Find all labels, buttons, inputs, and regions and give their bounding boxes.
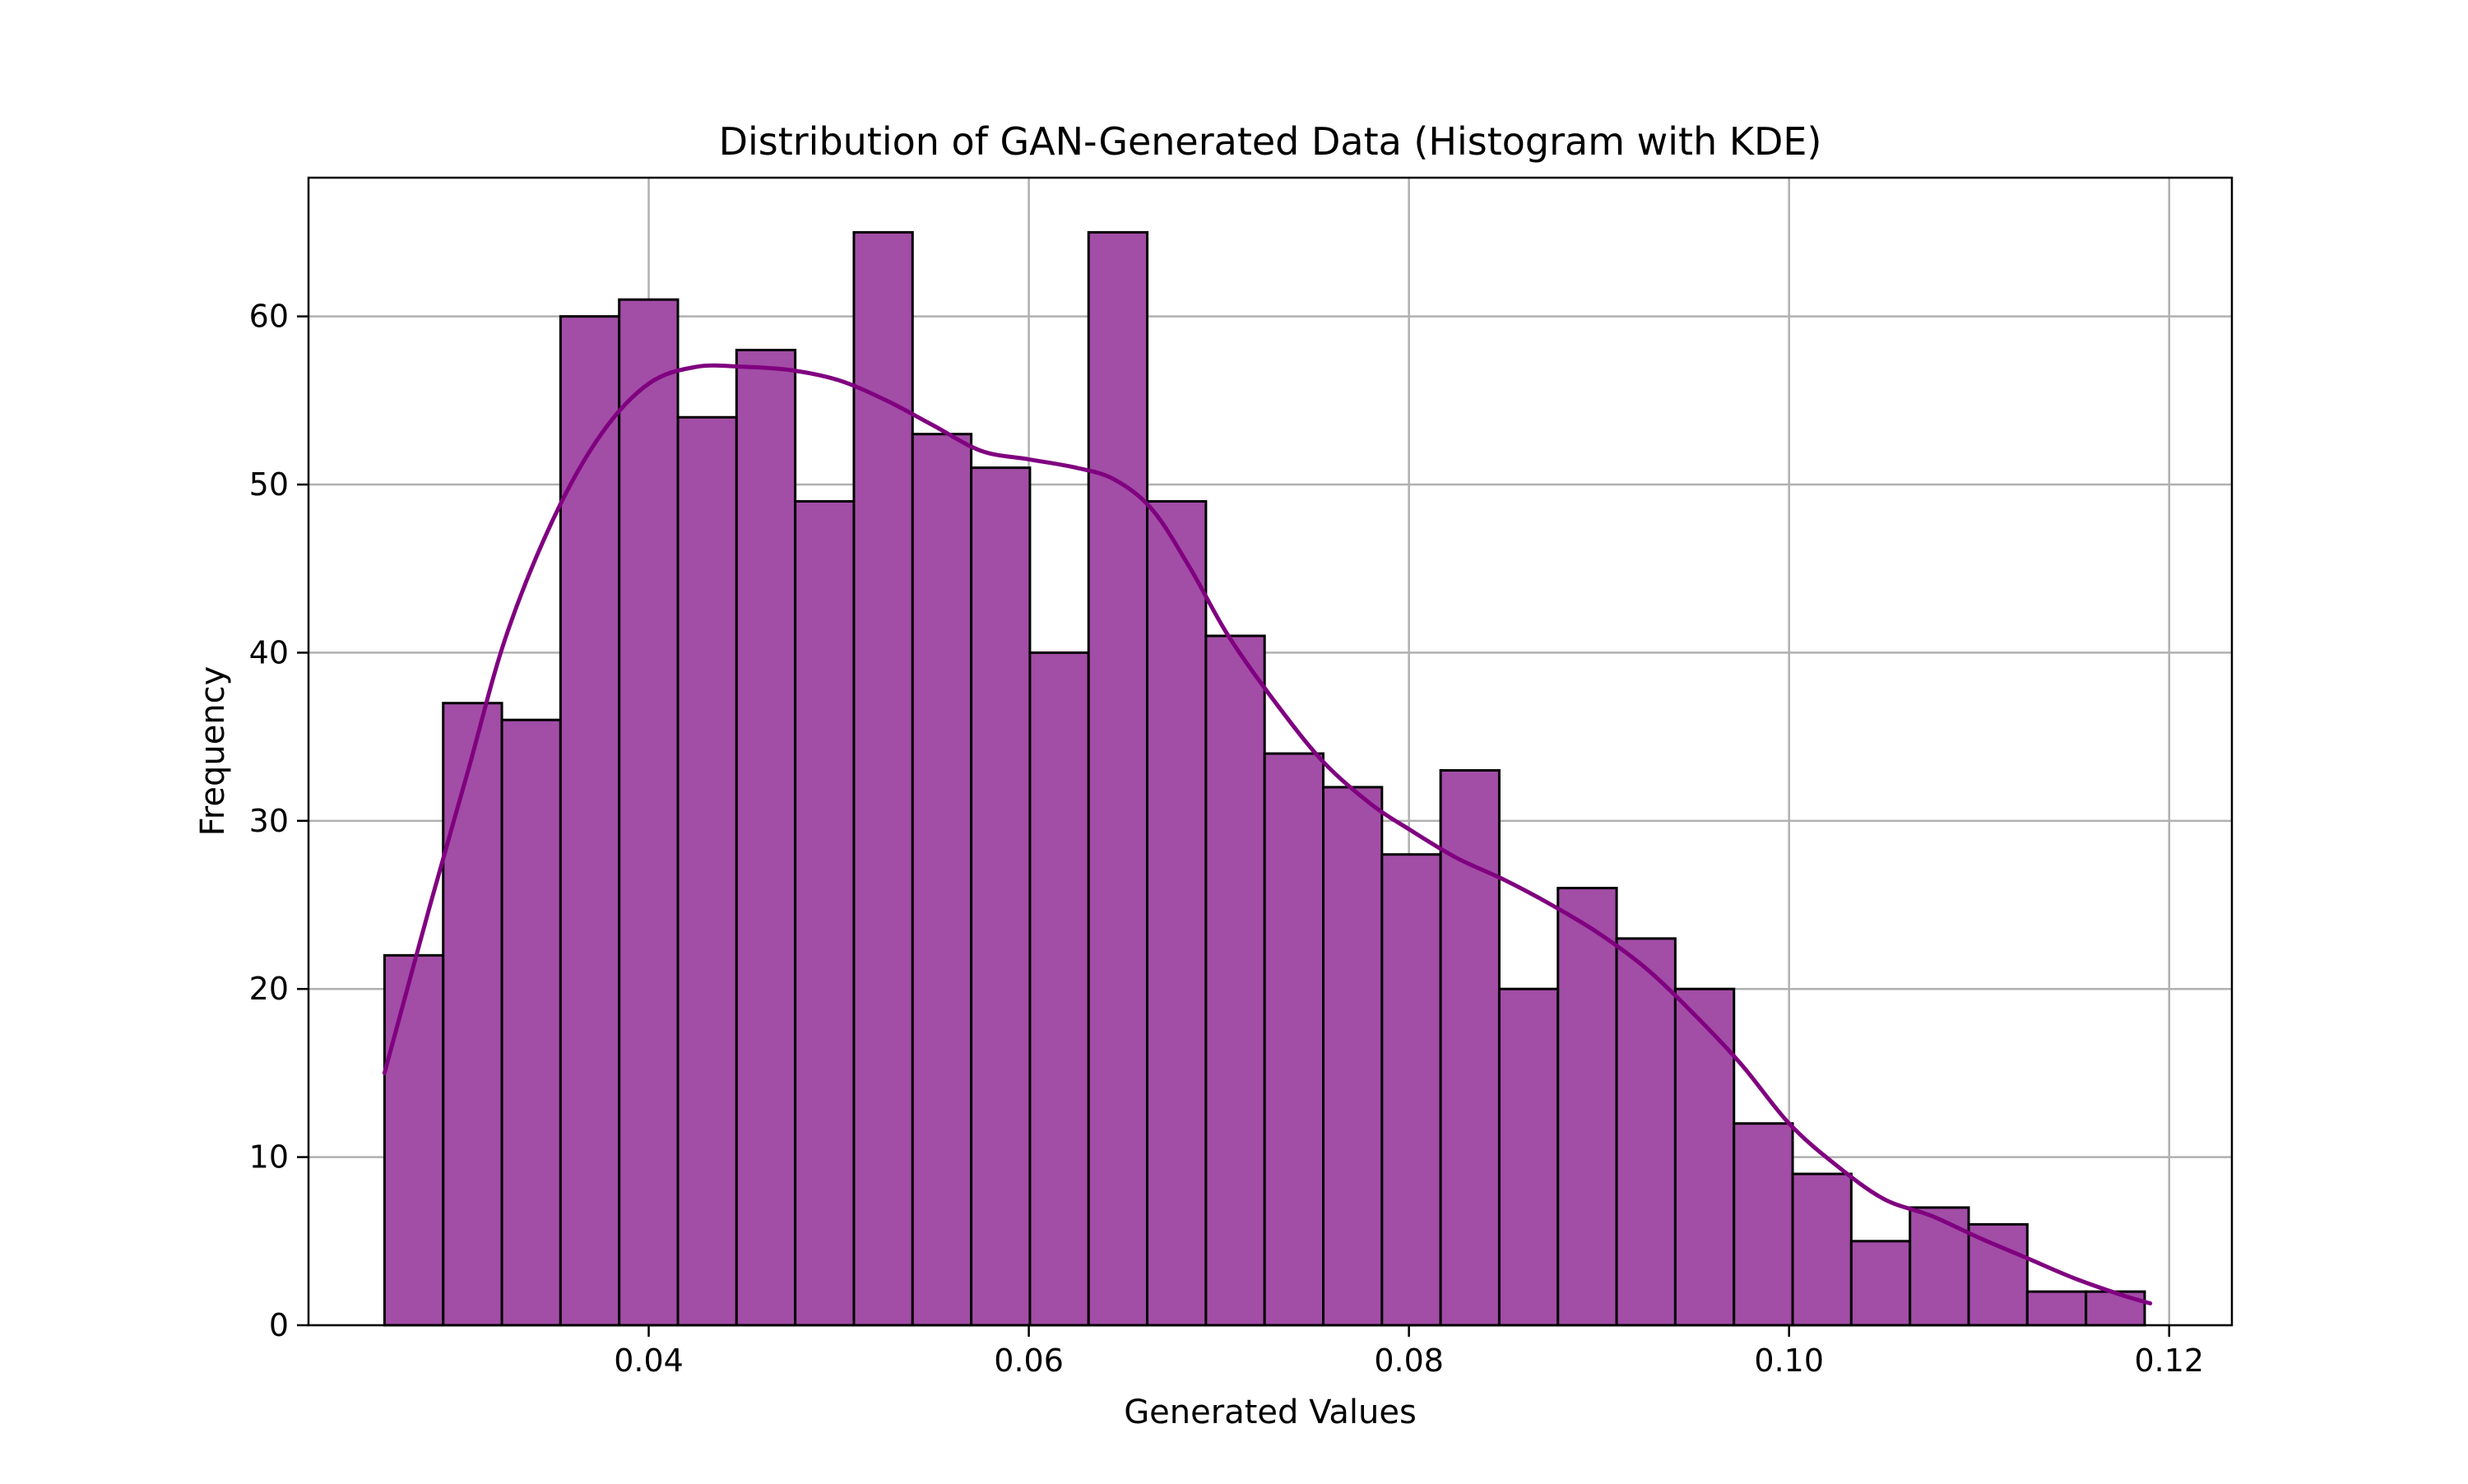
histogram-bar [676,415,738,1327]
histogram-bar [970,466,1032,1327]
histogram-bar [1204,634,1266,1327]
y-tick-label: 20 [249,971,289,1007]
histogram-bar [1146,499,1208,1327]
histogram-bar [1497,987,1560,1327]
histogram-bar [1615,937,1677,1327]
histogram-bar [1087,230,1149,1327]
histogram-bar [383,953,445,1327]
chart-title: Distribution of GAN-Generated Data (Hist… [719,119,1822,164]
x-axis-label: Generated Values [1124,1394,1417,1431]
x-tick-label: 0.12 [2134,1343,2204,1379]
histogram-bar [2025,1290,2088,1327]
y-tick-label: 50 [249,466,289,503]
x-tick-label: 0.10 [1754,1343,1824,1379]
histogram-bar [1909,1206,1970,1327]
y-tick-label: 60 [249,299,289,335]
x-axis-ticks: 0.04 0.06 0.08 0.10 0.12 [614,1325,2204,1379]
histogram-bar [1733,1122,1794,1327]
y-tick-label: 40 [249,634,289,670]
x-tick-label: 0.08 [1374,1343,1444,1379]
histogram-bars [383,230,2146,1327]
y-axis-label: Frequency [194,666,232,837]
y-axis-ticks: 0 10 20 30 40 50 60 [249,299,308,1343]
histogram-bar [442,702,503,1327]
y-tick-label: 30 [249,803,289,839]
histogram-bar [500,718,562,1327]
histogram-bar [1380,853,1442,1327]
y-tick-label: 0 [269,1307,289,1343]
x-tick-label: 0.04 [614,1343,684,1379]
kde-line [382,363,2153,1305]
histogram-bar [1791,1172,1853,1327]
histogram-bar [1322,786,1384,1327]
histogram-bar [618,298,680,1327]
histogram-bar [1849,1240,1912,1327]
histogram-bar [1028,651,1090,1327]
histogram-bar [2085,1290,2146,1327]
histogram-bar [1673,987,1736,1327]
y-tick-label: 10 [249,1139,289,1176]
histogram-bar [1263,752,1325,1327]
histogram-bar [1556,887,1618,1327]
histogram-bar [735,349,797,1327]
histogram-bar [911,433,973,1327]
x-tick-label: 0.06 [994,1343,1064,1379]
histogram-bar [559,315,621,1327]
kde-curve-group [382,363,2153,1305]
plot-frame [307,176,2234,1327]
histogram-bar [794,499,856,1327]
histogram-bar [852,230,914,1327]
histogram-bar [1967,1222,2029,1327]
